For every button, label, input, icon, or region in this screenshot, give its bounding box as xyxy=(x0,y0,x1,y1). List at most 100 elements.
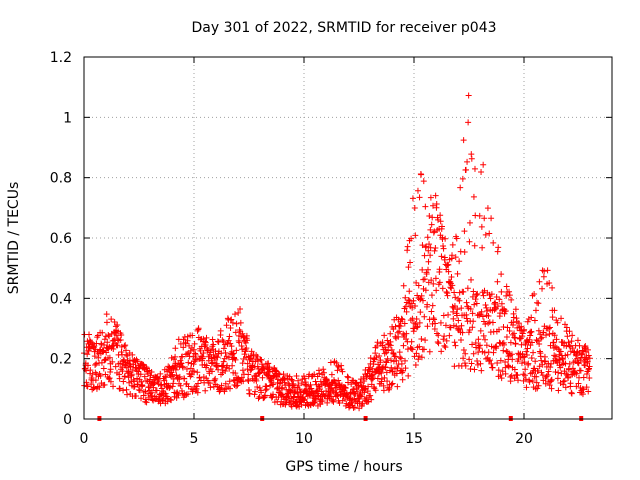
data-point xyxy=(405,372,412,379)
data-point xyxy=(460,355,467,362)
data-point xyxy=(137,371,144,378)
data-point xyxy=(226,333,233,340)
data-point xyxy=(586,374,593,381)
data-point xyxy=(207,384,214,391)
data-point xyxy=(228,343,235,350)
data-point xyxy=(121,343,128,350)
data-point xyxy=(575,380,582,387)
data-point xyxy=(562,321,569,328)
data-point xyxy=(574,337,581,344)
data-point xyxy=(381,332,388,339)
data-point xyxy=(188,371,195,378)
data-point xyxy=(393,357,400,364)
data-point xyxy=(528,354,535,361)
data-point xyxy=(529,339,536,346)
data-point xyxy=(154,376,161,383)
data-point xyxy=(580,374,587,381)
data-point xyxy=(221,388,228,395)
data-point xyxy=(461,228,468,235)
data-point xyxy=(584,346,591,353)
data-point xyxy=(431,228,438,235)
data-point xyxy=(380,387,387,394)
data-point xyxy=(536,278,543,285)
data-point xyxy=(518,323,525,330)
data-point xyxy=(425,247,432,254)
data-point xyxy=(374,339,381,346)
data-point xyxy=(440,245,447,252)
data-point xyxy=(106,354,113,361)
data-point xyxy=(579,347,586,354)
data-point xyxy=(531,317,538,324)
data-point xyxy=(280,393,287,400)
data-point xyxy=(335,377,342,384)
data-point xyxy=(374,375,381,382)
data-point xyxy=(466,238,473,245)
data-point xyxy=(567,343,574,350)
data-point xyxy=(419,242,426,249)
data-point xyxy=(399,376,406,383)
data-point xyxy=(449,282,456,289)
data-point xyxy=(427,226,434,233)
data-point xyxy=(400,282,407,289)
data-point xyxy=(214,338,221,345)
data-point xyxy=(558,315,565,322)
data-point xyxy=(480,292,487,299)
data-point xyxy=(463,315,470,322)
data-point xyxy=(402,357,409,364)
data-point xyxy=(563,324,570,331)
data-point xyxy=(430,280,437,287)
data-point xyxy=(453,235,460,242)
data-point xyxy=(508,372,515,379)
data-point xyxy=(387,342,394,349)
data-point xyxy=(573,370,580,377)
data-point xyxy=(482,231,489,238)
data-point xyxy=(314,387,321,394)
data-point xyxy=(567,348,574,355)
data-point xyxy=(243,354,250,361)
data-point xyxy=(237,319,244,326)
data-point xyxy=(451,339,458,346)
data-point xyxy=(456,289,463,296)
data-point xyxy=(433,201,440,208)
data-point xyxy=(525,360,532,367)
data-point xyxy=(139,382,146,389)
data-point xyxy=(388,357,395,364)
data-point xyxy=(538,357,545,364)
data-point xyxy=(385,347,392,354)
data-point xyxy=(348,381,355,388)
data-point xyxy=(330,398,337,405)
data-point xyxy=(398,360,405,367)
data-point xyxy=(174,389,181,396)
data-point xyxy=(197,347,204,354)
data-point xyxy=(435,332,442,339)
data-point xyxy=(388,346,395,353)
data-point xyxy=(535,382,542,389)
data-point xyxy=(416,194,423,201)
data-point xyxy=(172,353,179,360)
data-point xyxy=(553,336,560,343)
data-point xyxy=(565,374,572,381)
data-point xyxy=(533,379,540,386)
data-point xyxy=(107,368,114,375)
data-point xyxy=(409,346,416,353)
data-point xyxy=(116,385,123,392)
data-point xyxy=(169,371,176,378)
data-point xyxy=(479,244,486,251)
data-point xyxy=(361,386,368,393)
data-point xyxy=(191,340,198,347)
data-point xyxy=(410,328,417,335)
data-point xyxy=(531,291,538,298)
data-point xyxy=(194,327,201,334)
data-point xyxy=(556,351,563,358)
data-point xyxy=(116,385,123,392)
data-point xyxy=(471,301,478,308)
data-point xyxy=(430,315,437,322)
data-point xyxy=(559,339,566,346)
data-point xyxy=(182,392,189,399)
data-point xyxy=(214,354,221,361)
data-point xyxy=(381,374,388,381)
data-point xyxy=(387,330,394,337)
data-point xyxy=(239,360,246,367)
data-point xyxy=(466,356,473,363)
